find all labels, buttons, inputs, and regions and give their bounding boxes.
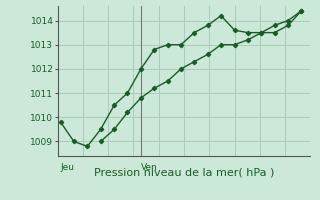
Text: Jeu: Jeu xyxy=(60,163,75,172)
Text: Ven: Ven xyxy=(141,163,158,172)
X-axis label: Pression niveau de la mer( hPa ): Pression niveau de la mer( hPa ) xyxy=(94,167,274,177)
